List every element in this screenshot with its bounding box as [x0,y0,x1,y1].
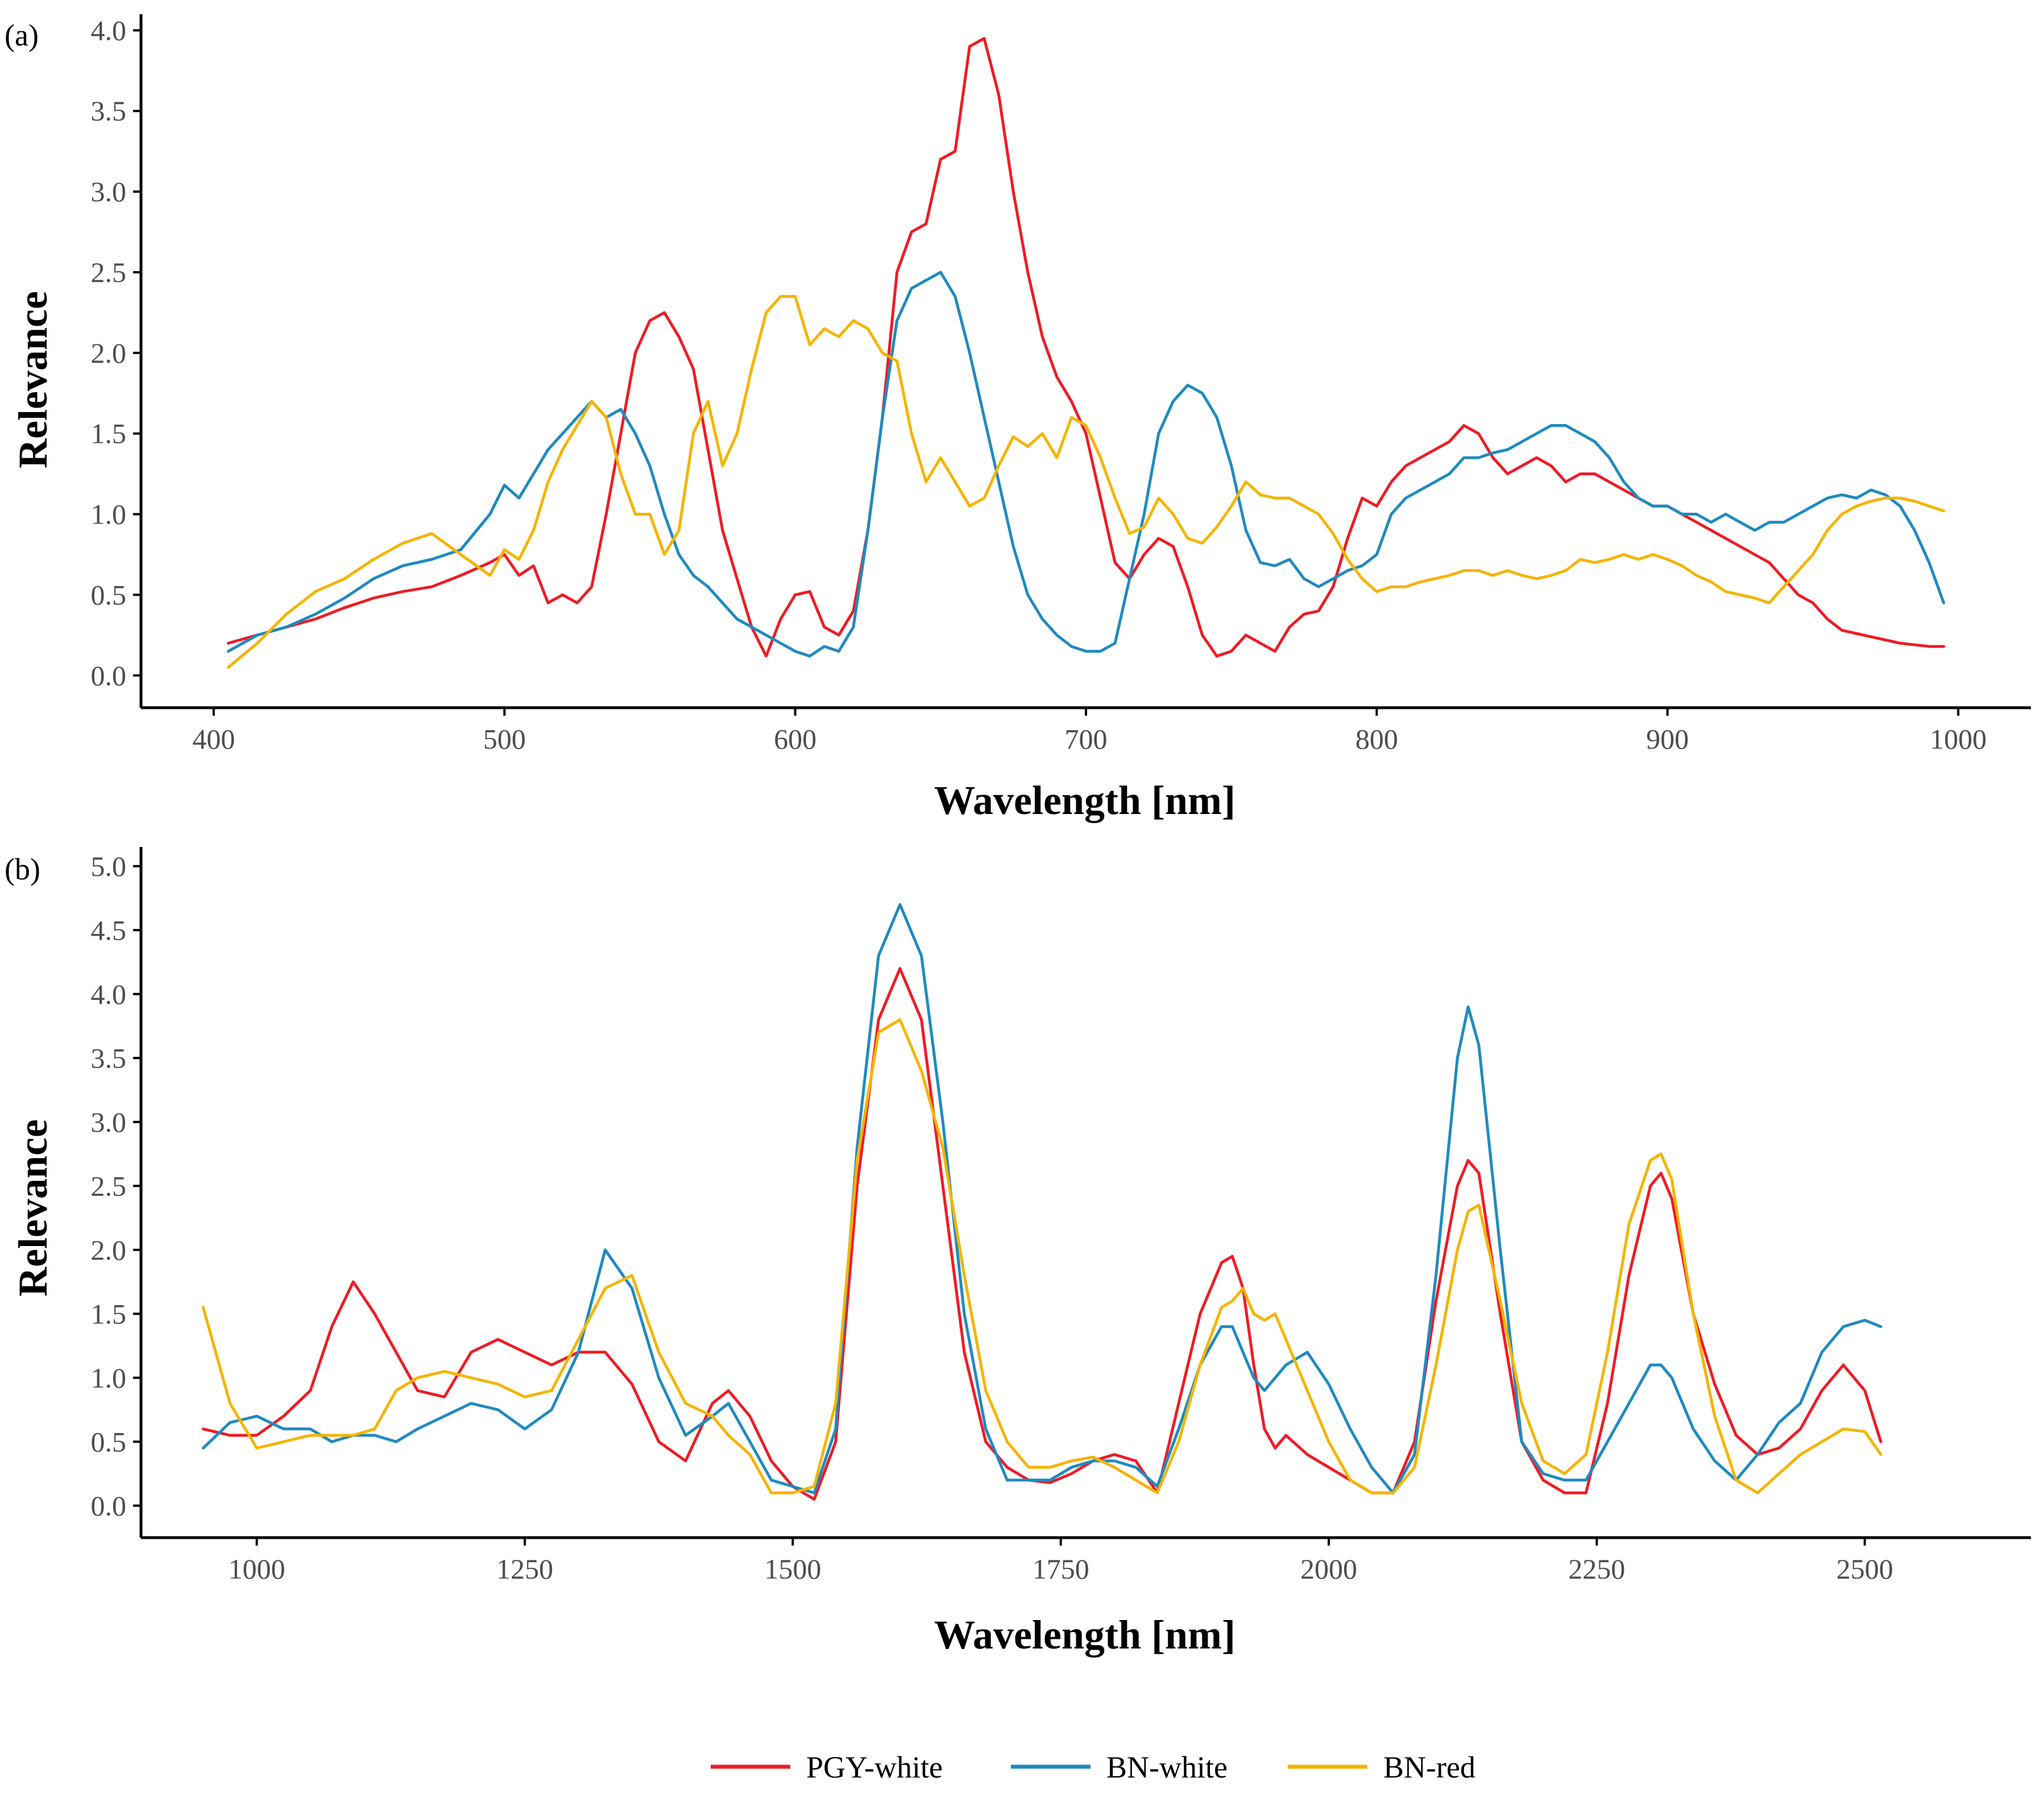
panel-b-y-tick-label: 2.0 [91,1234,127,1266]
panel-b-y-tick-label: 3.5 [91,1042,127,1074]
panel-b-y-tick-label: 4.5 [91,914,127,946]
legend-label-bn-red: BN-red [1383,1750,1475,1784]
panel-a-y-tick-label: 3.0 [91,176,127,207]
panel-b-y-tick-label: 1.0 [91,1362,127,1394]
panel-a-y-axis-title: Relevance [10,291,56,468]
panel-b-y-tick-label: 5.0 [91,850,127,882]
panel-b-y-tick-label: 4.0 [91,978,127,1010]
panel-a-y-tick-label: 0.0 [91,659,127,691]
panel-a-x-tick-label: 900 [1646,723,1689,755]
panel-b-y-tick-label: 1.5 [91,1298,127,1330]
panel-b-series-bn-red [201,1018,1883,1494]
panel-b-x-tick-label: 2000 [1300,1553,1357,1585]
panel-a-y-tick-label: 2.0 [91,337,127,369]
panel-b-plot-area: 0.0 0.5 1.0 1.5 2.0 2.5 3.0 3.5 4.0 4.5 5.0 1000 125… [91,847,2031,1585]
panel-b-y-tick-label: 0.0 [91,1490,127,1522]
panel-b-label: (b) [5,852,40,886]
panel-a-x-tick-label: 400 [192,723,235,755]
panel-b-y-tick-label: 0.5 [91,1426,127,1457]
panel-a-x-tick-label: 1000 [1930,723,1987,755]
panel-a-series-bn-white [226,271,1946,658]
panel-a-y-tick-label: 4.0 [91,14,127,46]
panel-a-x-tick-label: 600 [774,723,816,755]
legend: PGY-white BN-white BN-red [711,1750,1475,1784]
panel-a-series-bn-red [226,295,1946,669]
panel-b-series-bn-white [201,903,1883,1494]
panel-a: (a) Relevance Wavelength [nm] 0.0 0.5 1.0 1… [5,14,2031,823]
panel-b-series-pgy-white [201,967,1883,1501]
panel-b-y-tick-label: 2.5 [91,1170,127,1202]
panel-a-y-tick-label: 0.5 [91,579,127,611]
panel-b-y-tick-label: 3.0 [91,1106,127,1138]
panel-b-x-tick-label: 1000 [229,1553,285,1585]
panel-b-x-tick-label: 2500 [1836,1553,1893,1585]
legend-label-pgy-white: PGY-white [806,1750,943,1784]
panel-b-x-axis-title: Wavelength [nm] [934,1612,1235,1658]
legend-label-bn-white: BN-white [1106,1750,1228,1784]
panel-a-y-tick-label: 1.5 [91,418,127,450]
panel-a-x-axis-title: Wavelength [nm] [934,778,1235,823]
panel-a-label: (a) [5,18,39,52]
panel-a-y-tick-label: 1.0 [91,499,127,530]
panel-a-series-pgy-white [226,37,1946,658]
panel-a-x-tick-label: 700 [1065,723,1108,755]
panel-b-x-tick-label: 1250 [496,1553,553,1585]
panel-a-plot-area: 0.0 0.5 1.0 1.5 2.0 2.5 3.0 3.5 4.0 400 500 600 700 8… [91,14,2031,755]
panel-a-y-tick-label: 2.5 [91,256,127,288]
panel-a-y-tick-label: 3.5 [91,95,127,127]
panel-b-y-axis-title: Relevance [10,1119,56,1297]
panel-b-x-tick-label: 2250 [1568,1553,1625,1585]
panel-b-x-tick-label: 1750 [1033,1553,1089,1585]
panel-b: (b) Relevance Wavelength [nm] 0.0 0.5 1.0 1… [5,847,2031,1658]
panel-a-x-tick-label: 500 [483,723,526,755]
panel-b-x-tick-label: 1500 [764,1553,821,1585]
panel-a-x-tick-label: 800 [1355,723,1398,755]
